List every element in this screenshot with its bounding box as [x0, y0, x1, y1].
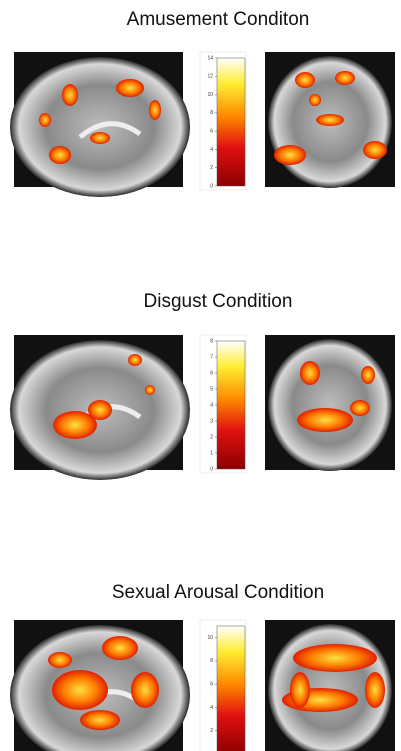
colorbar — [217, 58, 245, 186]
colorbar-tick-label: 1 — [210, 450, 213, 456]
activation — [300, 361, 320, 385]
activation — [290, 672, 310, 708]
activation — [128, 354, 142, 366]
activation — [90, 132, 110, 144]
panel-title: Amusement Conditon — [127, 9, 310, 30]
coronal-image — [265, 620, 395, 751]
colorbar-tick-label: 2 — [210, 165, 213, 171]
activation — [131, 672, 159, 708]
colorbar-tick-label: 4 — [210, 705, 213, 711]
sagittal-image — [10, 620, 190, 751]
activation — [88, 400, 112, 420]
activation — [295, 72, 315, 88]
activation — [309, 94, 321, 106]
activation — [145, 385, 155, 395]
sagittal-image — [10, 335, 190, 480]
activation — [335, 71, 355, 85]
colorbar-tick-label: 7 — [210, 354, 213, 360]
activation — [316, 114, 344, 126]
colorbar-tick-label: 6 — [210, 128, 213, 134]
colorbar-tick-label: 5 — [210, 386, 213, 392]
colorbar-tick-label: 6 — [210, 682, 213, 688]
colorbar-tick-label: 8 — [210, 338, 213, 344]
colorbar-tick-label: 12 — [207, 74, 213, 80]
activation — [116, 79, 144, 97]
figure: Amusement Conditon02468101214Disgust Con… — [0, 0, 401, 751]
colorbar-tick-label: 0 — [210, 466, 213, 472]
brain — [268, 339, 392, 471]
activation — [350, 400, 370, 416]
colorbar-tick-label: 4 — [210, 402, 213, 408]
colorbar — [217, 626, 245, 751]
colorbar-tick-label: 2 — [210, 434, 213, 440]
activation — [48, 652, 72, 668]
colorbar-tick-label: 14 — [207, 55, 213, 61]
colorbar-tick-label: 8 — [210, 658, 213, 664]
colorbar-tick-label: 8 — [210, 110, 213, 116]
colorbar-tick-label: 10 — [207, 92, 213, 98]
colorbar-tick-label: 0 — [210, 183, 213, 189]
activation — [80, 710, 120, 730]
coronal-image — [265, 52, 395, 188]
activation — [102, 636, 138, 660]
colorbar-tick-label: 4 — [210, 147, 213, 153]
activation — [293, 644, 377, 672]
activation — [49, 146, 71, 164]
activation — [297, 408, 353, 432]
colorbar — [217, 341, 245, 469]
colorbar-tick-label: 10 — [207, 635, 213, 641]
sagittal-image — [10, 52, 190, 197]
activation — [39, 113, 51, 127]
activation — [363, 141, 387, 159]
colorbar-tick-label: 6 — [210, 370, 213, 376]
panel-title: Sexual Arousal Condition — [112, 582, 324, 603]
activation — [62, 84, 78, 106]
colorbar-tick-label: 3 — [210, 418, 213, 424]
activation — [365, 672, 385, 708]
colorbar-tick-label: 2 — [210, 728, 213, 734]
activation — [52, 670, 108, 710]
panel-title: Disgust Condition — [144, 291, 293, 312]
activation — [361, 366, 375, 384]
activation — [149, 100, 161, 120]
activation — [274, 145, 306, 165]
coronal-image — [265, 335, 395, 471]
